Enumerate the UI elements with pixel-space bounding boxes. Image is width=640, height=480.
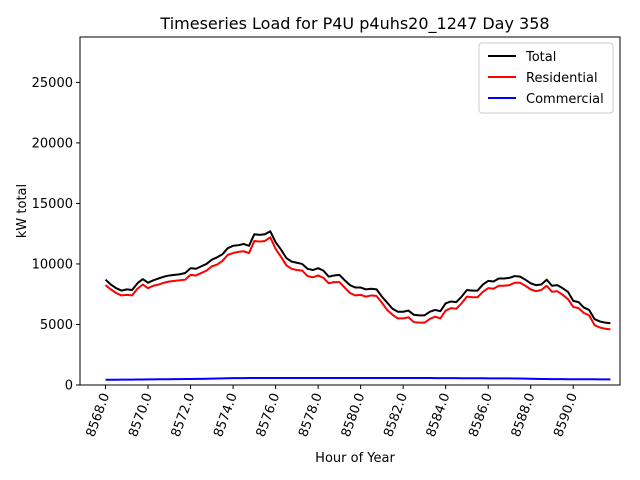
plot-border: [79, 36, 621, 386]
y-tick-label: 15000: [32, 197, 73, 212]
x-tick-label: 8582.0: [381, 391, 411, 439]
series-line-total: [104, 230, 611, 325]
x-tick-label: 8570.0: [126, 391, 156, 439]
x-tick-label: 8586.0: [466, 391, 496, 439]
y-tick-label: 10000: [32, 257, 73, 272]
x-tick-label: 8590.0: [551, 391, 581, 439]
x-axis-label: Hour of Year: [315, 451, 395, 466]
series-line-commercial: [105, 377, 611, 381]
series-layer: [104, 230, 611, 381]
x-tick-label: 8574.0: [211, 391, 241, 439]
legend-label-total: Total: [525, 50, 556, 65]
x-tick-label: 8580.0: [339, 391, 369, 439]
x-tick-label: 8584.0: [424, 391, 454, 439]
legend-label-commercial: Commercial: [526, 92, 604, 107]
x-tick-label: 8572.0: [169, 391, 199, 439]
x-tick-label: 8578.0: [296, 391, 326, 439]
x-axis: 8568.0 8570.0 8572.0 8574.0 8576.0 8578.0 8580…: [84, 385, 581, 439]
series-line-residential: [104, 236, 611, 331]
y-axis-label: kW total: [15, 184, 30, 238]
legend-label-residential: Residential: [526, 71, 598, 86]
legend: Total Residential Commercial: [478, 42, 614, 114]
chart-title: Timeseries Load for P4U p4uhs20_1247 Day…: [159, 14, 549, 34]
y-tick-label: 20000: [32, 136, 73, 151]
x-tick-label: 8568.0: [84, 391, 114, 439]
y-tick-label: 0: [65, 379, 73, 394]
legend-box: [478, 42, 614, 114]
y-axis: 0 5000 10000 15000 20000 25000: [32, 76, 80, 394]
y-tick-label: 5000: [40, 318, 73, 333]
y-tick-label: 25000: [32, 76, 73, 91]
x-tick-label: 8576.0: [254, 391, 284, 439]
x-tick-label: 8588.0: [509, 391, 539, 439]
